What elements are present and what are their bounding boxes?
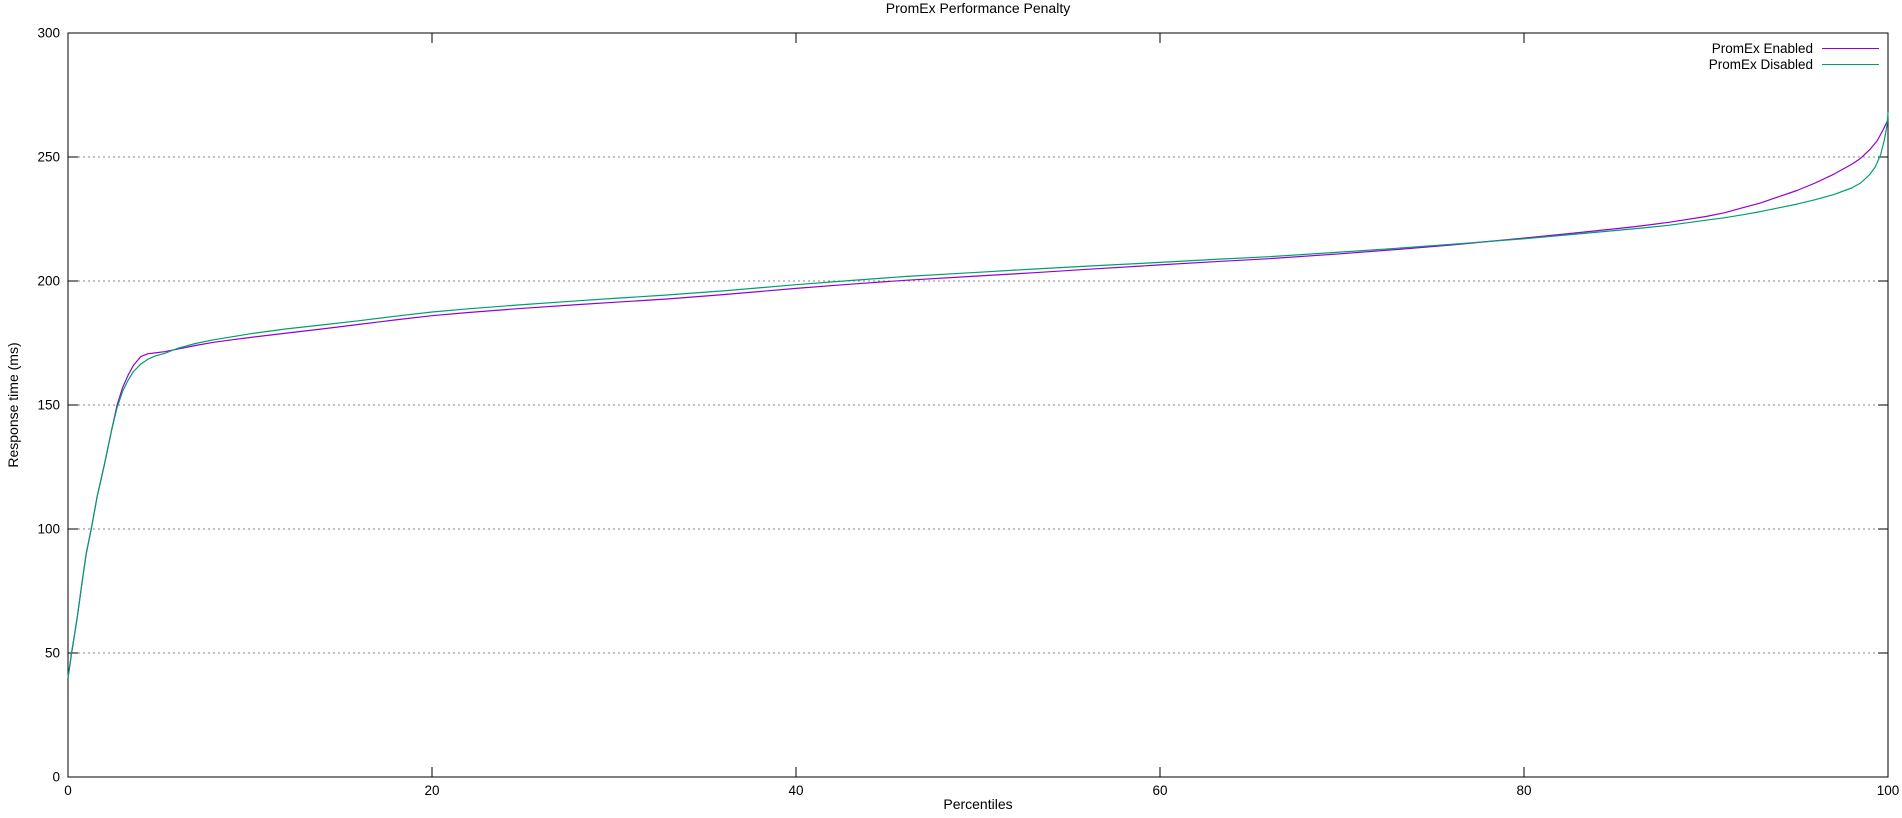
x-tick-label-60: 60 [1152,783,1167,798]
x-tick-label-40: 40 [788,783,803,798]
x-tick-label-0: 0 [64,783,72,798]
y-tick-label-300: 300 [37,26,60,41]
legend-label-promex-disabled: PromEx Disabled [1708,57,1813,72]
x-tick-label-20: 20 [424,783,439,798]
y-tick-label-250: 250 [37,150,60,165]
legend-line-sample-promex-disabled [1822,64,1879,65]
y-tick-label-0: 0 [52,770,60,785]
series-line-promex-disabled [67,112,1889,678]
y-tick-label-100: 100 [37,522,60,537]
legend-row-promex-disabled: PromEx Disabled [1709,57,1879,72]
chart-title: PromEx Performance Penalty [885,0,1071,16]
y-tick-label-50: 50 [45,646,60,661]
x-tick-label-80: 80 [1516,783,1531,798]
y-axis-label: Response time (ms) [5,342,21,468]
y-tick-label-150: 150 [37,398,60,413]
legend-label-promex-enabled: PromEx Enabled [1711,41,1813,56]
x-tick-label-100: 100 [1877,783,1900,798]
legend-line-sample-promex-enabled [1822,48,1879,49]
legend: PromEx Enabled PromEx Disabled [1709,41,1879,72]
y-tick-label-200: 200 [37,274,60,289]
series-line-promex-enabled [67,119,1889,678]
x-axis-label: Percentiles [943,796,1013,812]
legend-row-promex-enabled: PromEx Enabled [1709,41,1879,56]
